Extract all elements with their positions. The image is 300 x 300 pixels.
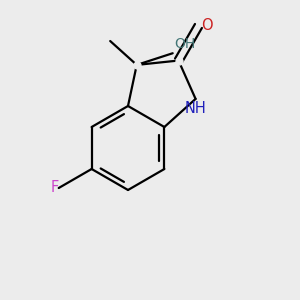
Text: NH: NH [185,101,206,116]
Text: O: O [202,19,213,34]
Text: F: F [50,181,59,196]
Text: OH: OH [175,37,196,51]
